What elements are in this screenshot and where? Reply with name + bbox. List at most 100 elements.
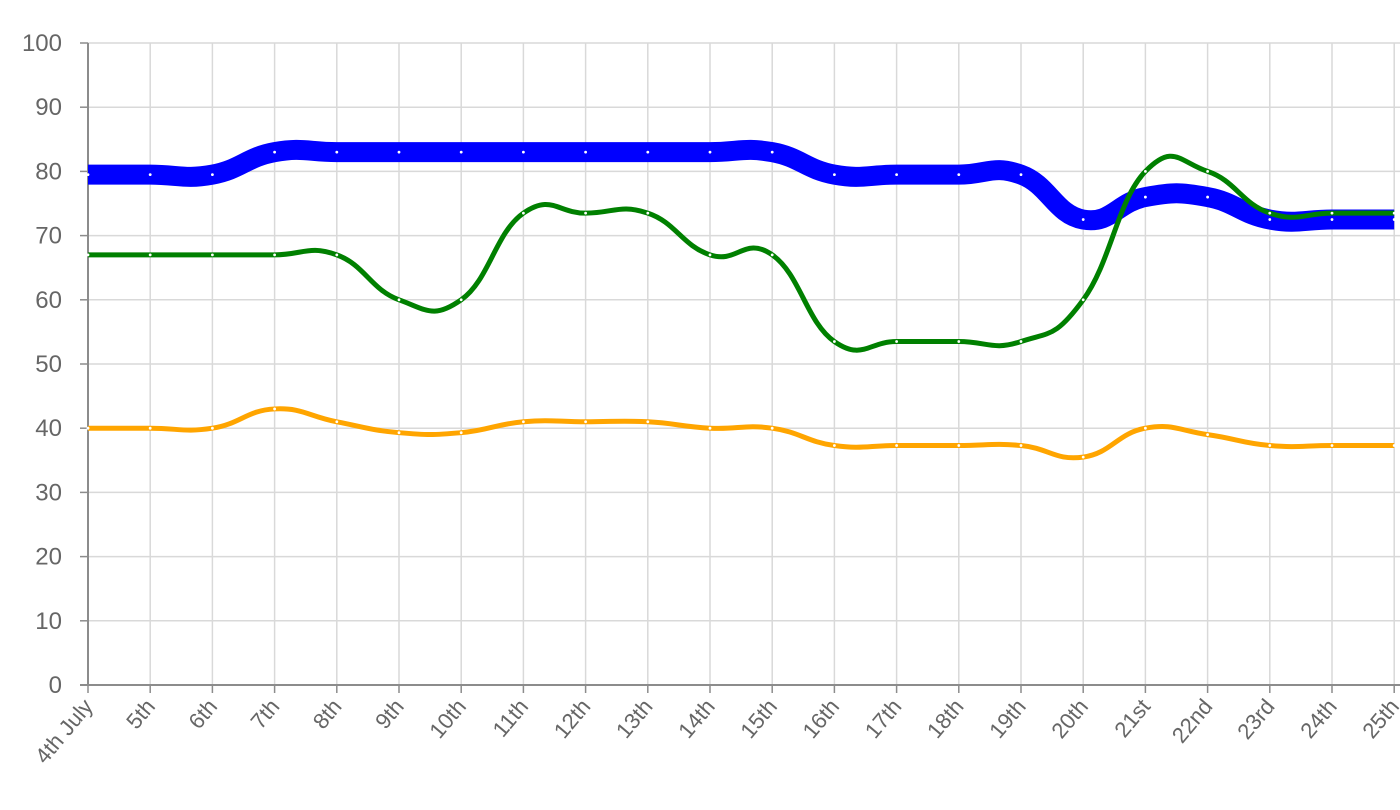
y-tick-label: 80: [35, 158, 62, 185]
data-point: [335, 150, 339, 154]
x-tick-label: 13th: [611, 694, 658, 743]
data-point: [148, 426, 152, 430]
x-tick-label: 9th: [370, 694, 409, 734]
x-tick-label: 12th: [549, 694, 596, 743]
data-point: [1081, 298, 1085, 302]
y-tick-label: 0: [49, 672, 62, 699]
x-tick-label: 17th: [860, 694, 907, 743]
series-line-0: [88, 139, 1395, 232]
x-tick-label: 25th: [1357, 694, 1400, 743]
data-point: [459, 431, 463, 435]
data-point: [1144, 195, 1147, 199]
data-point: [1330, 444, 1334, 447]
x-tick-label: 6th: [183, 694, 222, 734]
data-point: [957, 173, 961, 177]
y-tick-label: 100: [22, 30, 62, 57]
data-point: [770, 253, 774, 257]
data-point: [86, 173, 90, 177]
y-tick-label: 50: [35, 351, 62, 378]
data-point: [1330, 211, 1334, 215]
data-point: [522, 150, 525, 154]
data-point: [1019, 444, 1023, 447]
data-point: [895, 340, 898, 343]
y-tick-label: 90: [35, 94, 62, 121]
data-point: [1392, 211, 1396, 215]
data-point: [1268, 218, 1272, 221]
x-tick-label: 14th: [673, 694, 720, 743]
x-tick-label: 24th: [1295, 694, 1342, 743]
x-tick-label: 16th: [798, 694, 845, 743]
data-point: [957, 444, 961, 447]
data-point: [459, 298, 463, 302]
data-point: [895, 444, 898, 447]
data-point: [273, 253, 276, 257]
data-point: [708, 426, 712, 430]
data-point: [770, 426, 774, 430]
x-tick-label: 4th July: [30, 694, 98, 768]
y-tick-label: 60: [35, 287, 62, 314]
x-tick-label: 18th: [922, 694, 969, 743]
data-point: [1206, 195, 1209, 199]
data-point: [646, 150, 650, 154]
data-point: [708, 150, 712, 154]
data-point: [646, 211, 650, 215]
data-point: [1206, 170, 1209, 173]
data-point: [1081, 455, 1085, 459]
series-lines: [87, 139, 1395, 461]
data-point: [646, 420, 650, 424]
data-point: [397, 150, 401, 154]
data-point: [211, 253, 214, 257]
data-point: [1019, 173, 1023, 177]
data-point: [1392, 218, 1396, 221]
data-point: [833, 173, 836, 177]
data-point: [522, 420, 525, 424]
y-tick-label: 40: [35, 415, 62, 442]
data-point: [1081, 218, 1085, 221]
data-point: [1330, 218, 1334, 221]
x-tick-label: 22nd: [1167, 694, 1218, 748]
data-point: [86, 253, 90, 257]
data-point: [335, 420, 339, 424]
x-tick-label: 15th: [735, 694, 782, 743]
y-tick-label: 10: [35, 608, 62, 635]
data-point: [1268, 444, 1272, 447]
data-point: [1392, 444, 1396, 447]
x-tick-label: 8th: [308, 694, 347, 734]
data-point: [833, 340, 836, 343]
data-point: [86, 426, 90, 430]
data-point: [833, 444, 836, 447]
data-point: [584, 150, 587, 154]
data-point: [459, 150, 463, 154]
data-point: [584, 420, 587, 424]
data-point: [397, 298, 401, 302]
data-point: [211, 173, 214, 177]
series-line-1: [87, 153, 1395, 353]
data-point: [708, 253, 712, 257]
x-tick-label: 7th: [246, 694, 285, 734]
data-point: [522, 211, 525, 215]
data-point: [148, 173, 152, 177]
data-point: [770, 150, 774, 154]
y-tick-label: 20: [35, 544, 62, 571]
data-point: [1144, 426, 1147, 430]
y-tick-label: 30: [35, 479, 62, 506]
x-tick-label: 5th: [121, 694, 160, 734]
data-point: [584, 211, 587, 215]
grid: [87, 42, 1400, 686]
data-point: [397, 431, 401, 435]
x-tick-label: 11th: [488, 694, 534, 742]
x-tick-label: 23rd: [1232, 694, 1279, 744]
data-point: [273, 407, 276, 411]
x-tick-label: 20th: [1046, 694, 1093, 743]
x-tick-label: 10th: [424, 694, 471, 743]
data-point: [148, 253, 152, 257]
data-point: [1019, 340, 1023, 343]
y-axis-ticks: 0 10 20 30 40 50 60 70 80 90 100: [22, 30, 62, 699]
data-point: [211, 426, 214, 430]
x-tick-label: 19th: [984, 694, 1031, 743]
data-point: [1144, 170, 1147, 173]
data-point: [335, 253, 339, 257]
data-point: [273, 150, 276, 154]
data-point: [1268, 211, 1272, 215]
